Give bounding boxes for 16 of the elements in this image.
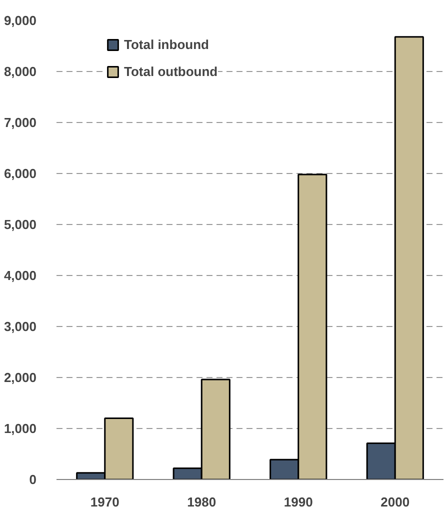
y-tick-label: 3,000 bbox=[4, 319, 37, 334]
y-tick-label: 7,000 bbox=[4, 115, 37, 130]
y-tick-label: 1,000 bbox=[4, 421, 37, 436]
y-tick-label: 4,000 bbox=[4, 268, 37, 283]
y-tick-label: 8,000 bbox=[4, 64, 37, 79]
x-tick-label: 2000 bbox=[380, 494, 410, 509]
y-tick-label: 2,000 bbox=[4, 370, 37, 385]
y-tick-label: 6,000 bbox=[4, 166, 37, 181]
legend-label: Total outbound bbox=[124, 64, 218, 79]
y-tick-label: 9,000 bbox=[4, 13, 37, 28]
x-tick-label: 1970 bbox=[90, 494, 120, 509]
y-tick-label: 0 bbox=[29, 472, 37, 487]
x-tick-label: 1980 bbox=[187, 494, 216, 509]
x-tick-label: 1990 bbox=[284, 494, 313, 509]
y-tick-label: 5,000 bbox=[4, 217, 37, 232]
legend-label: Total inbound bbox=[124, 37, 209, 52]
